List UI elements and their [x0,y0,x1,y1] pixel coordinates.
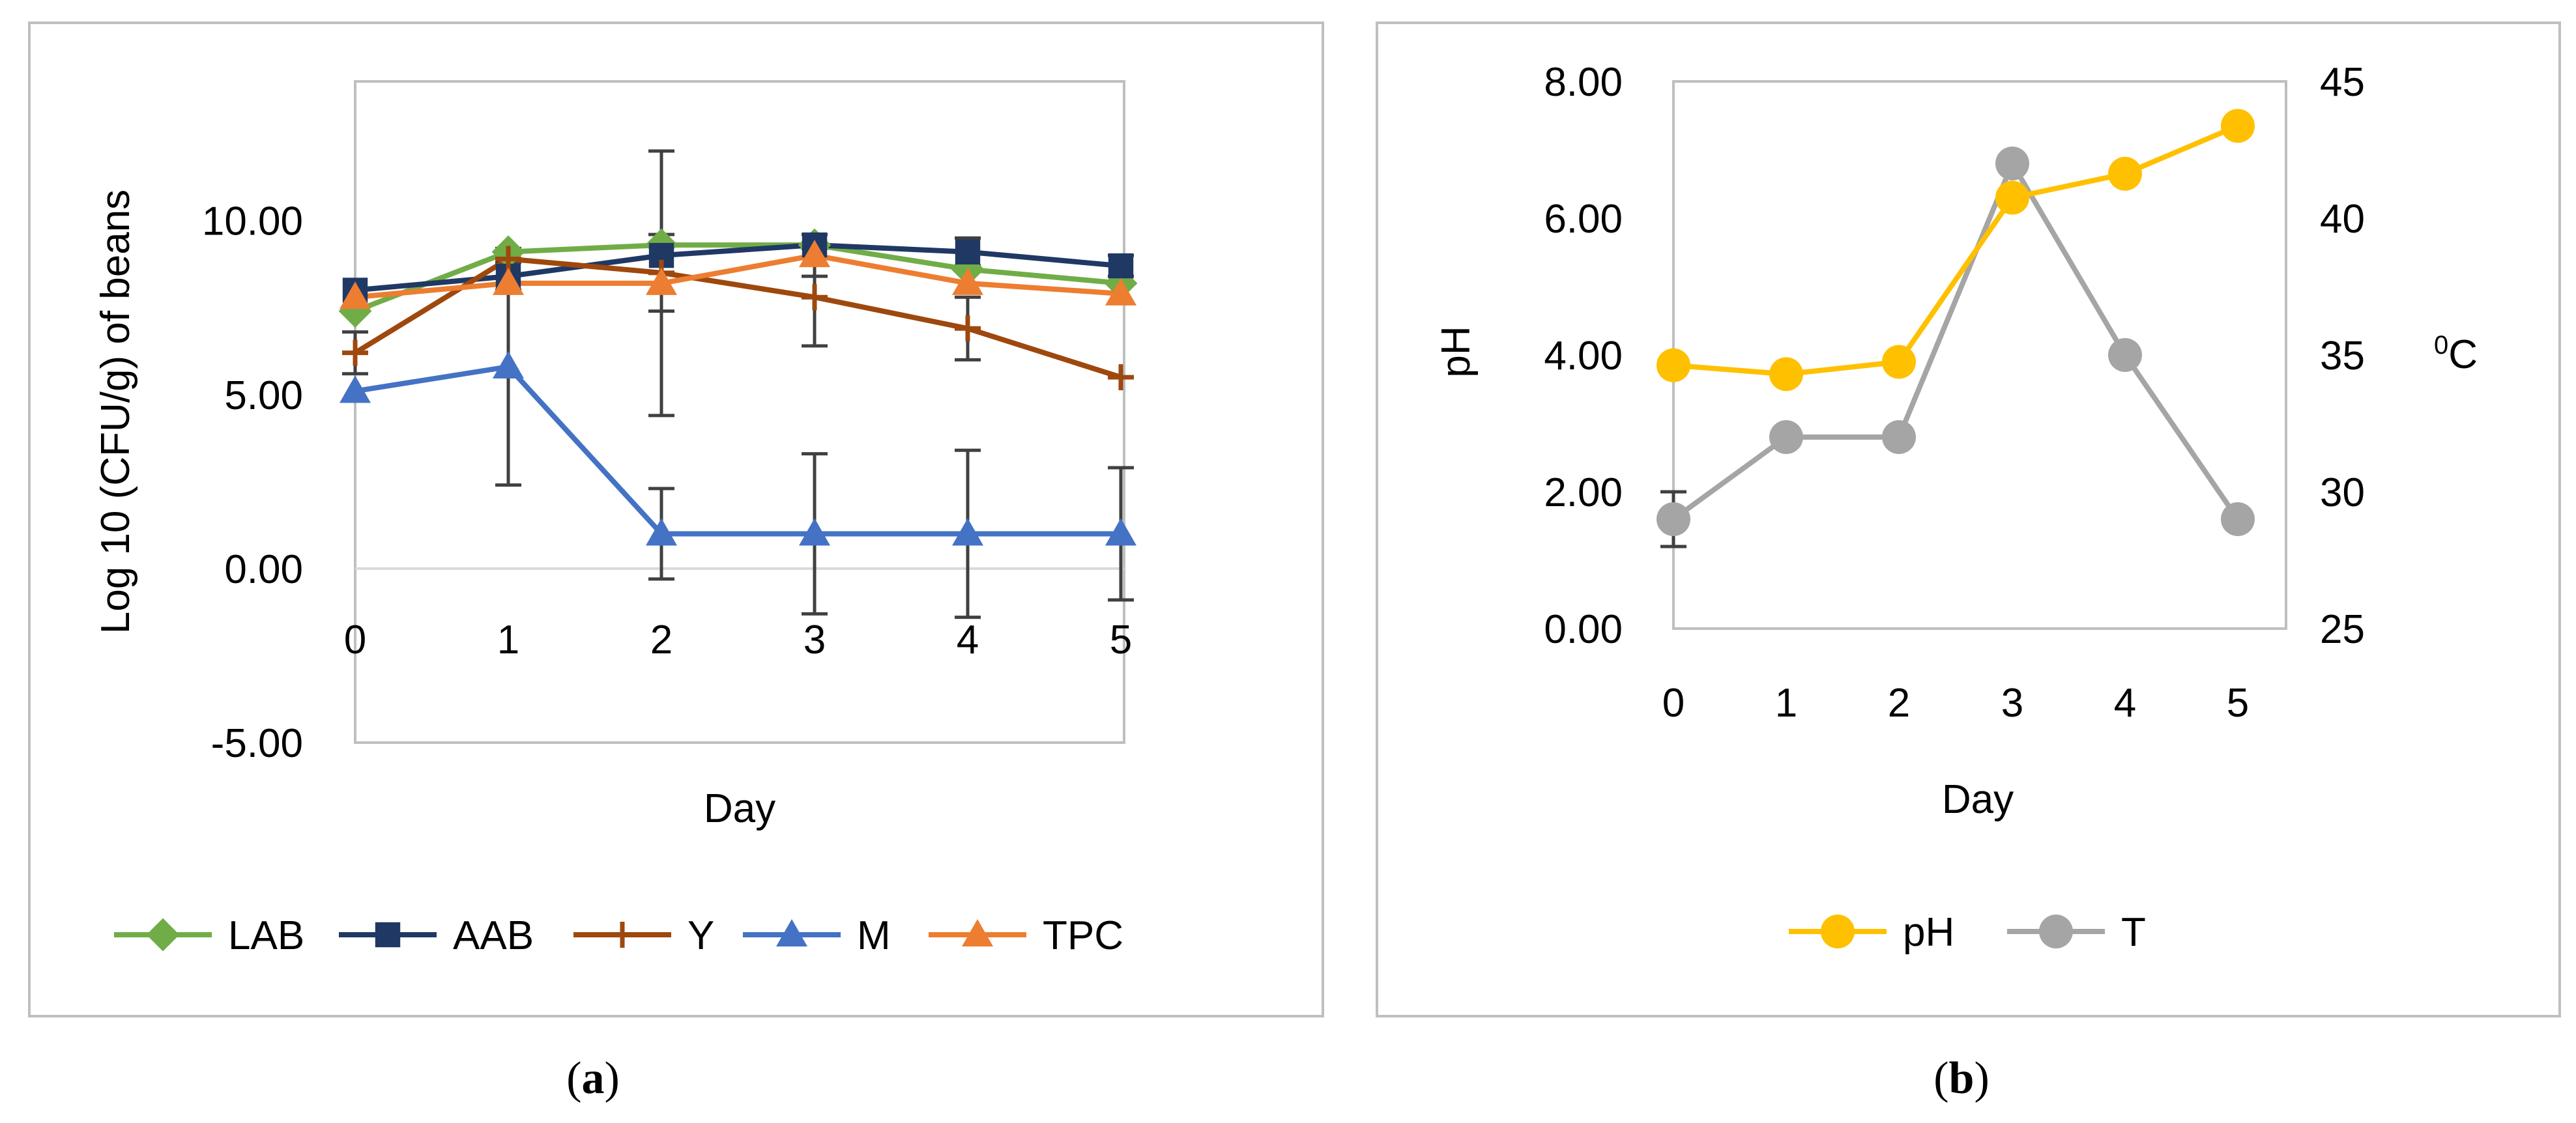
data-point-tpc [952,267,983,295]
data-point-y [802,284,828,311]
series-line-m [355,364,1121,537]
data-point-tpc [799,240,830,268]
y-axis-title-b: pH [1434,326,1479,377]
data-point-y [495,246,521,272]
legend-marker-ph [1821,915,1855,948]
legend-label-lab: LAB [228,913,304,958]
data-point-m [646,518,677,546]
data-point-aab [955,239,981,264]
y2-tick-label-b: 45 [2320,60,2365,105]
legend-marker-m [776,919,807,946]
legend-marker-y [609,922,635,948]
panel-a-frame [28,21,1324,1017]
x-tick-label-b: 0 [1662,681,1685,726]
caption-b: (b) [1933,1053,1990,1103]
data-point-t [1995,147,2029,180]
legend-marker-t [2039,915,2073,948]
series-line-ph [1673,123,2239,377]
data-point-tpc [493,267,524,295]
y2-tick-label-b: 25 [2320,607,2365,652]
legend-marker-aab [375,922,401,948]
x-tick-label-a: 5 [1110,618,1132,662]
data-point-ph [2108,156,2142,191]
data-point-ph [1657,348,1690,382]
y2-tick-label-b: 30 [2320,470,2365,515]
x-tick-label-b: 5 [2227,681,2249,726]
series-line-tpc [355,253,1122,300]
legend-b: pH T [1789,910,2146,955]
data-point-tpc [646,267,677,295]
panel-b-frame [1376,21,2561,1017]
data-point-t [1882,420,1916,454]
x-tick-label-a: 2 [650,618,673,662]
data-point-tpc [340,281,371,309]
data-point-tpc [1105,277,1136,306]
y-tick-label-b: 0.00 [1544,607,1623,652]
data-point-ph [1769,357,1803,391]
legend-marker-lab [146,918,180,952]
y2-tick-label-b: 35 [2320,334,2365,378]
data-point-ph [1882,345,1916,379]
series-line-t [1672,161,2240,522]
y-axis-title-a: Log 10 (CFU/g) of beans [93,190,138,634]
y-tick-label-a: -5.00 [211,721,303,766]
legend-label-m: M [857,913,891,958]
series-line-y [353,256,1122,380]
data-point-y [955,315,981,342]
legend-label-t: T [2121,910,2146,955]
data-point-t [2221,502,2255,536]
legend-label-ph: pH [1903,910,1954,955]
data-point-t [2108,338,2142,372]
legend-label-y: Y [687,913,714,958]
x-tick-label-b: 2 [1888,681,1910,726]
data-point-m [952,518,983,546]
data-point-m [340,375,371,403]
x-tick-label-b: 3 [2001,681,2023,726]
data-point-y [1108,364,1134,391]
y-tick-label-a: 0.00 [224,547,303,592]
panel-a: -5.00 0.00 5.00 10.00 0 1 2 3 4 5 Day Log 10 (CF… [28,21,1324,1103]
data-point-t [1769,420,1803,454]
legend-a: LAB AAB Y M TPC [114,913,1123,958]
data-point-m [493,351,524,379]
y-tick-label-a: 5.00 [224,373,303,418]
data-point-y [342,339,368,366]
legend-label-aab: AAB [453,913,534,958]
x-tick-label-a: 3 [803,618,826,662]
data-point-ph [1995,180,2029,215]
data-point-t [1657,502,1690,536]
x-tick-label-b: 4 [2114,681,2136,726]
caption-letter-b: b [1949,1053,1975,1103]
x-tick-label-a: 1 [497,618,519,662]
y-tick-label-b: 8.00 [1544,60,1623,105]
data-point-ph [2221,109,2255,143]
data-point-aab [1108,253,1134,279]
data-point-m [1105,518,1136,546]
x-axis-title-b: Day [1942,777,2014,822]
legend-marker-tpc [962,919,993,946]
legend-label-tpc: TPC [1043,913,1123,958]
series-line-aab [355,242,1122,293]
y-tick-label-a: 10.00 [202,199,303,244]
y-tick-label-b: 4.00 [1544,334,1623,378]
x-tick-label-b: 1 [1775,681,1797,726]
y-tick-label-b: 2.00 [1544,470,1623,515]
y-tick-label-b: 6.00 [1544,197,1623,242]
caption-a: (a) [566,1053,620,1103]
x-tick-label-a: 0 [344,618,366,662]
caption-letter-a: a [582,1053,605,1103]
y2-axis-title-main: C [2448,332,2478,377]
x-axis-title-a: Day [704,786,775,831]
series-line-lab [354,242,1122,314]
plot-area-a [354,80,1125,744]
y2-axis-title-b: 0C [2434,331,2478,377]
data-point-m [799,518,830,546]
y2-axis-title-sup: 0 [2434,331,2448,360]
y2-tick-label-b: 40 [2320,197,2365,242]
x-tick-label-a: 4 [957,618,979,662]
